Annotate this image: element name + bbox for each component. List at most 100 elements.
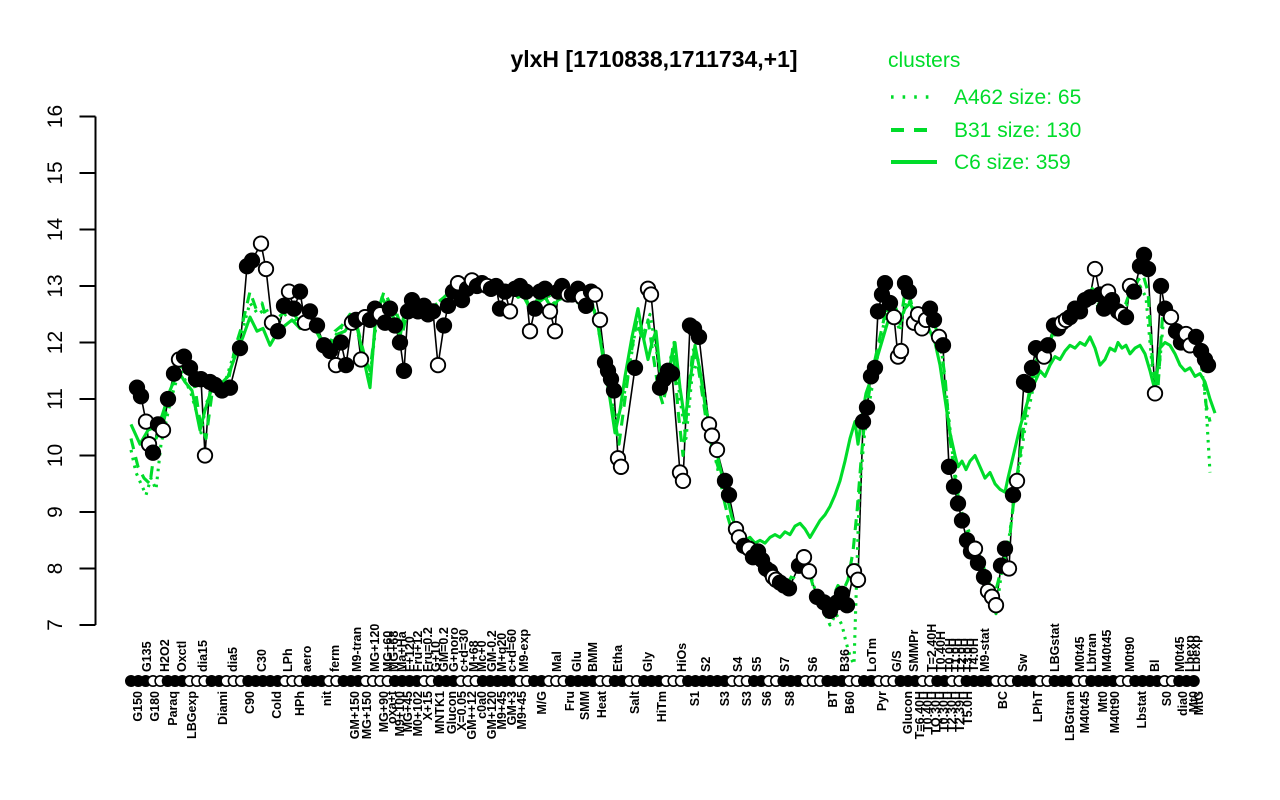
x-axis-label-bottom: X+15 [421,691,435,721]
profile-point-filled [231,339,249,357]
x-axis-label-bottom: Heat [595,690,609,718]
x-axis-label-top: M+q20 [495,633,509,672]
profile-point-filled [1023,359,1041,377]
profile-point-filled [1117,308,1135,326]
profile-point-open [885,308,903,326]
profile-point-filled [881,294,899,312]
profile-point-filled [577,297,595,314]
legend-item-label: B31 size: 130 [954,119,1081,142]
x-axis-label-top: Oxctl [175,641,189,672]
profile-point-open [795,549,813,566]
profile-point-filled [1019,376,1037,394]
x-axis-label-bottom: TQ.30H [929,691,943,735]
x-axis-label-top: T1.0H [949,638,963,672]
x-axis-label-bottom: LPhT [1031,691,1045,723]
y-axis-tick-label: 15 [44,161,67,184]
profile-point-filled [720,486,738,504]
x-axis-label-top: S5 [750,657,764,672]
profile-point-open [521,323,539,340]
x-axis-label-bottom: M9+45 [495,691,509,730]
x-axis-label-top: G135 [140,641,154,672]
condition-strip-marker [1187,674,1200,687]
profile-point-open [591,311,609,329]
legend-item-label: A462 size: 65 [954,86,1081,109]
profile-point-filled [386,317,404,334]
x-axis-label-top: T=2.40H [925,624,939,672]
x-axis-label-bottom: M0+102 [411,691,425,737]
x-axis-label-bottom: LBGtran [1063,691,1077,741]
x-axis-label-top: GM=0.2 [437,627,451,672]
x-axis-label-top: Gly [641,652,655,672]
profile-point-filled [517,283,535,300]
profile-point-filled [1187,328,1205,346]
profile-point-filled [900,283,918,300]
profile-point-filled [321,342,339,360]
profile-point-open [987,597,1005,614]
profile-point-filled [159,390,177,408]
x-axis-label-top: Fru=0.2 [421,627,435,672]
x-axis-label-bottom: SMM [578,691,592,720]
profile-point-filled [337,356,355,374]
x-axis-label-bottom: S0 [1160,691,1174,706]
legend-title: clusters [888,49,960,72]
y-axis-tick-label: 7 [44,619,67,631]
profile-point-open [674,472,692,490]
x-axis-label-top: T0.40H [934,631,948,672]
profile-point-open [892,342,910,360]
profile-point-filled [1039,337,1057,354]
x-axis-label-bottom: M40t45 [1078,691,1092,733]
profile-point-filled [969,554,987,572]
x-axis-label-top: Etha [611,644,625,672]
x-axis-label-top: Mc+0 [475,640,489,672]
y-axis-tick-label: 8 [44,563,67,575]
y-axis-tick-label: 14 [44,218,67,242]
x-axis-label-bottom: Salt [628,690,642,714]
x-axis-label-bottom: S3 [718,691,732,706]
x-axis-label-bottom: X=0.05 [455,691,469,731]
x-axis-label-top: T4.0H [967,638,981,672]
x-axis-label-top: dia5 [226,647,240,672]
y-axis-tick-label: 16 [44,105,67,128]
profile-point-open [708,441,726,459]
y-axis-tick-label: 13 [44,274,67,297]
x-axis-label-bottom: MG+90 [377,691,391,732]
x-axis-label-top: Lbtran [1085,633,1099,672]
x-axis-label-top: LBGstat [1048,623,1062,672]
x-axis-label-bottom: LBGexp [185,691,199,739]
profile-point-open [703,427,721,444]
x-axis-label-top: M0t45 [1173,637,1187,672]
profile-point-filled [996,540,1014,557]
profile-point-filled [332,334,350,351]
y-axis-tick-label: 12 [44,331,67,354]
x-axis-label-top: Sw [1016,654,1030,672]
x-axis-label-top: G/S [890,650,904,672]
x-axis-label-bottom: Glucon [445,691,459,734]
x-axis-label-bottom: GM+120 [485,691,499,739]
x-axis-label-bottom: Paraq [166,691,180,726]
profile-point-filled [1139,260,1157,278]
x-axis-label-top: F+120 [403,636,417,672]
x-axis-label-bottom: oxa+t [385,690,399,724]
profile-point-open [800,563,818,580]
profile-point-open [1162,308,1180,326]
x-axis-label-top: LoTm [865,638,879,672]
x-axis-label-top: M+68 [467,640,481,672]
profile-point-open [1146,385,1164,402]
profile-point-open [612,458,630,475]
x-axis-label-bottom: T2.30H [945,691,959,732]
profile-point-filled [536,280,554,297]
x-axis-label-bottom: MG+150 [360,691,374,739]
x-axis-label-bottom: Diami [216,691,230,725]
x-axis-label-top: Glu [570,651,584,672]
x-axis-label-bottom: BC [996,691,1010,709]
profile-point-filled [945,478,963,495]
profile-point-filled [876,275,894,292]
x-axis-label-top: GM-0.2 [485,630,499,672]
profile-point-open [966,540,984,557]
x-axis-label-top: Bl [1148,660,1162,673]
profile-point-filled [435,317,453,334]
x-axis-label-bottom: C90 [243,691,257,714]
x-axis-label-bottom: nit [320,690,334,706]
x-axis-label-bottom: M40t90 [1108,691,1122,733]
x-axis-label-top: Ma+Ha [395,630,409,672]
